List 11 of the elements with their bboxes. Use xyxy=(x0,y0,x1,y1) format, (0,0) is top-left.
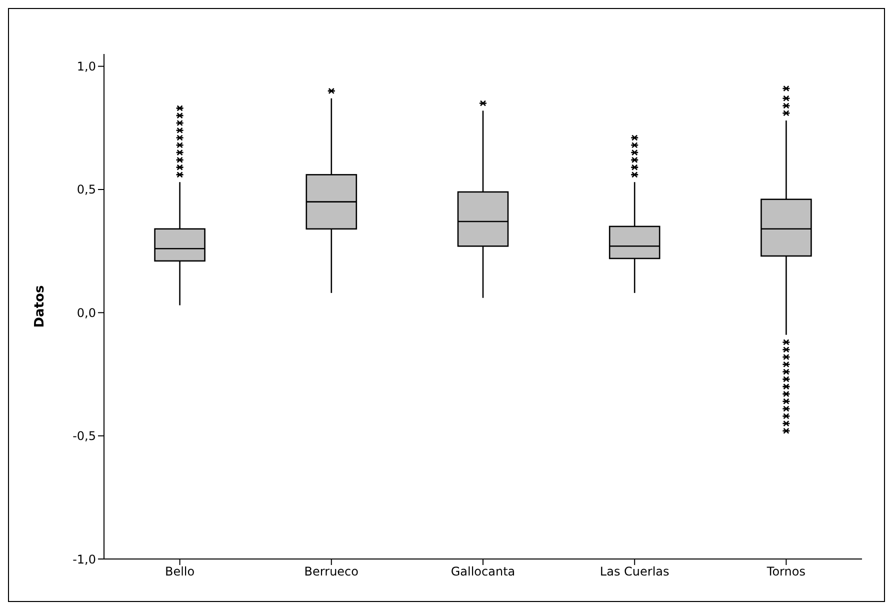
x-tick-label: Las Cuerlas xyxy=(600,564,670,579)
y-tick-label: -1,0 xyxy=(72,552,96,566)
x-tick-label: Bello xyxy=(164,564,195,579)
y-tick-label: 0,0 xyxy=(76,306,96,320)
x-tick-label: Berrueco xyxy=(304,564,358,579)
y-tick-label: 1,0 xyxy=(76,60,96,74)
y-axis-title: Datos xyxy=(32,285,48,328)
x-tick-label: Tornos xyxy=(766,564,806,579)
x-tick-label: Gallocanta xyxy=(450,564,516,579)
y-tick-label: 0,5 xyxy=(76,182,96,197)
y-tick-label: -0,5 xyxy=(72,429,96,444)
